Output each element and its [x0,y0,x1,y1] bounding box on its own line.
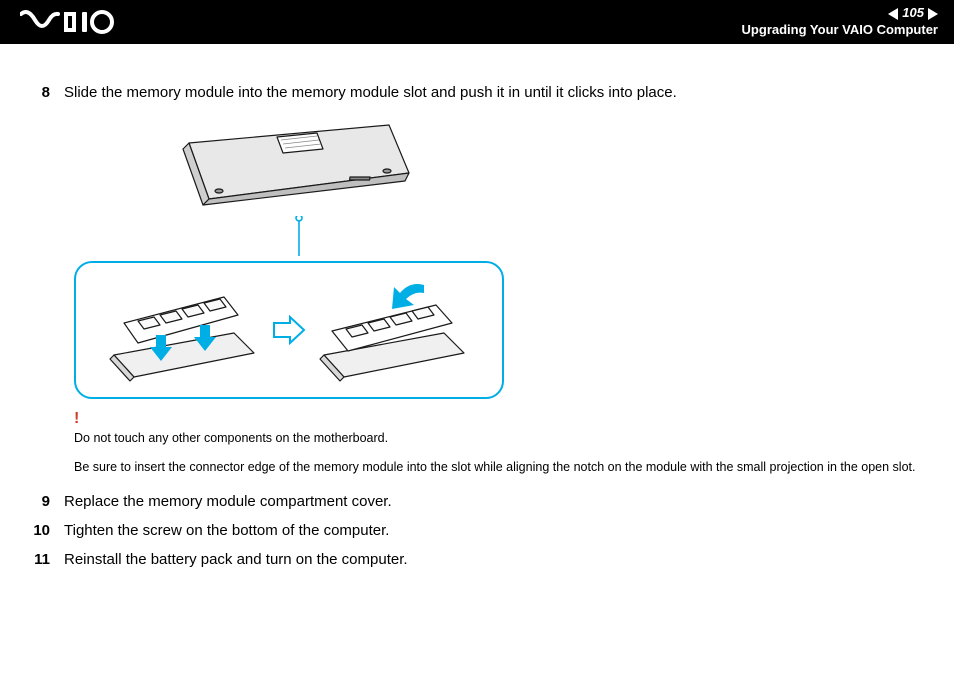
step-number: 11 [30,549,50,570]
page-number: 105 [902,5,924,22]
step-row: 9 Replace the memory module compartment … [30,491,924,512]
step-text: Tighten the screw on the bottom of the c… [64,520,924,541]
note-text: Be sure to insert the connector edge of … [74,458,924,477]
step-row: 10 Tighten the screw on the bottom of th… [30,520,924,541]
ram-install-callout [74,261,504,399]
header-bar: 105 Upgrading Your VAIO Computer [0,0,954,44]
warning-icon: ! [74,407,924,431]
warning-block: ! Do not touch any other components on t… [74,407,924,448]
page-content: 8 Slide the memory module into the memor… [0,44,954,570]
header-right: 105 Upgrading Your VAIO Computer [742,5,938,39]
nav-prev-icon[interactable] [888,8,898,20]
figure-area [74,113,504,399]
ram-press-illustration [314,275,474,385]
nav-next-icon[interactable] [928,8,938,20]
step-number: 9 [30,491,50,512]
step-text: Replace the memory module compartment co… [64,491,924,512]
page-nav: 105 [742,5,938,22]
laptop-illustration [74,113,504,261]
vaio-logo [20,10,130,34]
ram-insert-illustration [104,275,264,385]
step-number: 10 [30,520,50,541]
section-title: Upgrading Your VAIO Computer [742,22,938,39]
sequence-arrow-icon [272,315,306,345]
steps-after: 9 Replace the memory module compartment … [30,491,924,570]
callout-line [159,216,419,256]
step-text: Reinstall the battery pack and turn on t… [64,549,924,570]
step-number: 8 [30,82,50,103]
step-row: 11 Reinstall the battery pack and turn o… [30,549,924,570]
step-text: Slide the memory module into the memory … [64,82,924,103]
step-row: 8 Slide the memory module into the memor… [30,82,924,103]
warning-text: Do not touch any other components on the… [74,429,924,448]
